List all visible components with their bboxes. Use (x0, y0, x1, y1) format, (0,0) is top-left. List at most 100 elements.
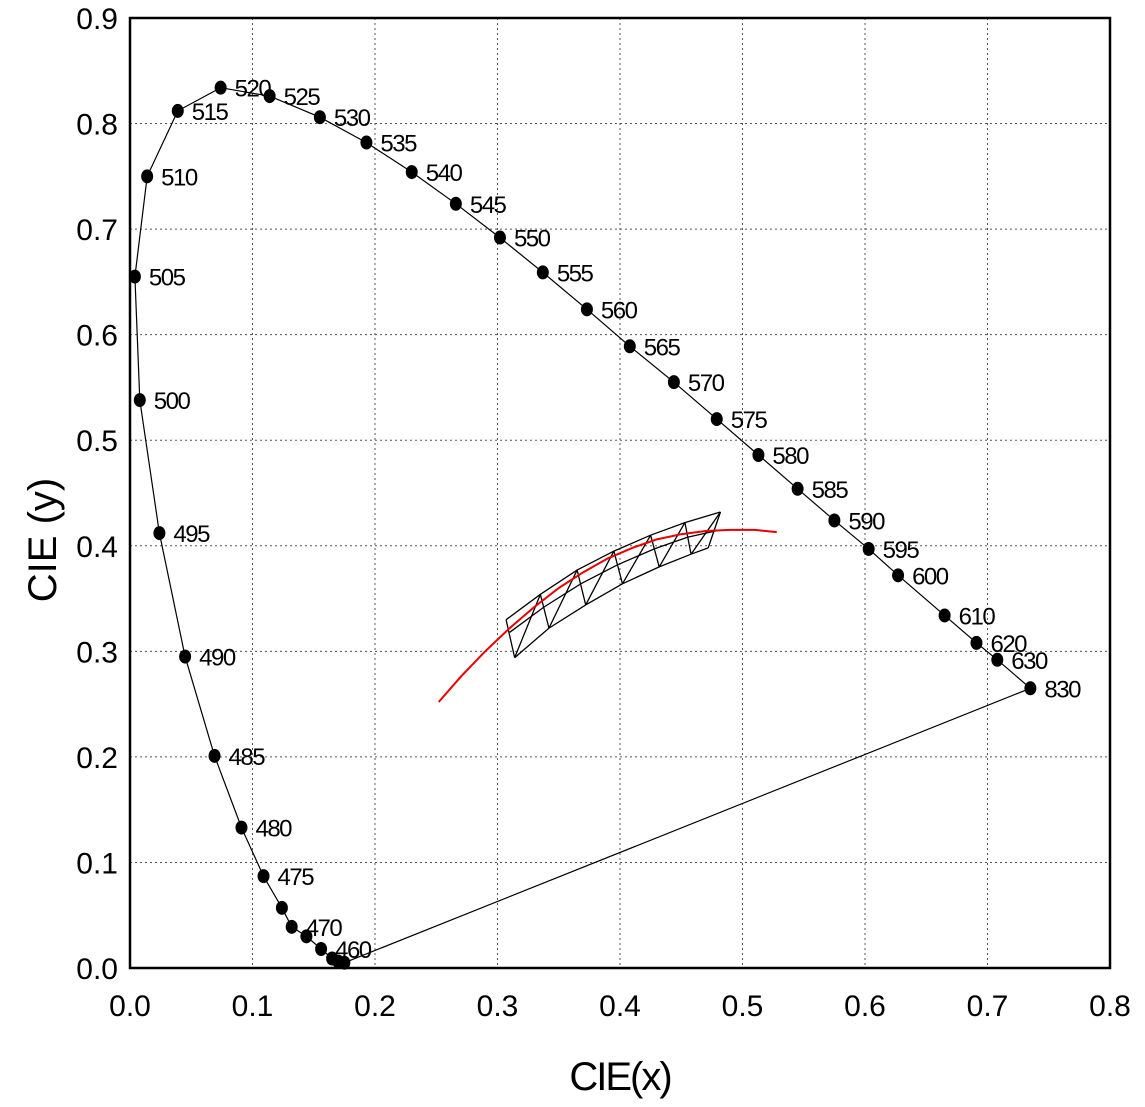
spectral-point (1024, 681, 1037, 696)
wavelength-label: 520 (235, 76, 272, 103)
wavelength-label: 490 (199, 645, 236, 672)
wavelength-label: 505 (149, 265, 186, 292)
spectral-point (938, 608, 951, 623)
mesh-rung (505, 619, 516, 658)
spectral-point (208, 748, 221, 763)
wavelength-label: 525 (284, 84, 321, 111)
y-tick-label: 0.3 (76, 636, 118, 669)
wavelength-label: 540 (426, 160, 463, 187)
wavelength-label: 600 (912, 563, 949, 590)
mesh-rung (684, 522, 692, 555)
spectral-point (405, 165, 418, 180)
wavelength-label: 530 (334, 105, 371, 132)
spectral-point (171, 103, 184, 118)
wavelength-label: 580 (772, 443, 809, 470)
x-tick-labels: 0.0 0.1 0.2 0.3 0.4 0.5 0.6 0.7 0.8 (109, 990, 1131, 1023)
spectral-point (141, 169, 154, 184)
spectral-point (752, 448, 765, 462)
wavelength-label: 460 (335, 937, 372, 964)
wavelength-label: 480 (255, 816, 292, 843)
y-tick-labels: 0.0 0.1 0.2 0.3 0.4 0.5 0.6 0.7 0.8 0.9 (76, 3, 118, 986)
spectral-point (263, 89, 276, 104)
spectral-point (580, 302, 593, 317)
mesh-diagonal (585, 550, 615, 606)
mesh-rung (613, 550, 624, 584)
spectral-point (710, 412, 723, 427)
mesh-group (505, 511, 722, 659)
wavelength-label: 485 (229, 744, 266, 771)
spectral-point (623, 339, 636, 354)
spectral-point (235, 820, 248, 835)
wavelength-label: 630 (1011, 648, 1048, 675)
x-tick-label: 0.0 (109, 990, 151, 1023)
x-tick-label: 0.6 (844, 990, 886, 1023)
y-tick-label: 0.9 (76, 3, 118, 36)
spectral-point (828, 513, 841, 528)
spectral-point (275, 900, 288, 915)
wavelength-label: 610 (959, 603, 996, 630)
x-tick-label: 0.3 (477, 990, 519, 1023)
spectral-point (315, 942, 328, 956)
wavelength-label: 535 (380, 131, 417, 158)
x-tick-label: 0.2 (354, 990, 396, 1023)
spectral-point (862, 541, 875, 556)
wavelength-label: 470 (306, 915, 343, 942)
y-tick-label: 0.1 (76, 847, 118, 880)
x-tick-label: 0.8 (1089, 990, 1131, 1023)
wavelength-label: 475 (278, 864, 315, 891)
y-tick-label: 0.0 (76, 953, 118, 986)
wavelength-label: 545 (470, 192, 507, 219)
spectral-point (313, 110, 326, 125)
spectral-point (667, 375, 680, 390)
mesh-diagonal (658, 522, 686, 568)
x-tick-label: 0.1 (232, 990, 274, 1023)
y-tick-label: 0.6 (76, 320, 118, 353)
spectral-point (285, 919, 298, 934)
y-tick-label: 0.7 (76, 214, 118, 247)
spectral-points (128, 80, 1037, 970)
spectral-point (892, 568, 905, 583)
y-tick-label: 0.4 (76, 531, 118, 564)
wavelength-label: 515 (192, 99, 229, 126)
spectral-point (791, 481, 804, 496)
wavelength-label: 550 (514, 226, 551, 253)
y-tick-label: 0.8 (76, 109, 118, 142)
x-tick-label: 0.4 (599, 990, 641, 1023)
spectral-point (360, 135, 373, 150)
spectral-point (257, 869, 270, 884)
spectral-point (133, 393, 146, 408)
wavelength-label: 500 (154, 388, 191, 415)
wavelength-label: 570 (688, 370, 725, 397)
wavelength-label: 495 (173, 521, 210, 548)
mesh-diagonal (690, 511, 721, 555)
y-tick-label: 0.5 (76, 425, 118, 458)
grid-lines (130, 18, 1110, 968)
spectral-point (326, 951, 339, 966)
x-tick-label: 0.7 (967, 990, 1009, 1023)
wavelength-label: 595 (883, 537, 920, 564)
wavelength-label: 510 (161, 164, 198, 191)
plot-frame (128, 16, 1112, 970)
wavelength-label: 620 (990, 631, 1027, 658)
spectral-point (970, 635, 983, 650)
wavelength-label: 590 (848, 508, 885, 535)
wavelength-label: 555 (557, 260, 594, 287)
planckian-locus-curve (437, 528, 777, 703)
spectral-point (536, 265, 549, 280)
wavelength-label: 575 (731, 407, 768, 434)
wavelength-label: 830 (1044, 676, 1081, 703)
spectral-point (153, 526, 166, 541)
x-tick-label: 0.5 (722, 990, 764, 1023)
spectral-point (991, 652, 1004, 667)
wavelength-label: 565 (644, 334, 681, 361)
spectral-point (449, 196, 462, 211)
spectral-point (128, 269, 141, 284)
wavelength-label: 585 (812, 477, 849, 504)
wavelength-label: 560 (601, 297, 638, 324)
x-axis-title: CIE(x) (569, 1055, 670, 1099)
spectral-point (300, 929, 313, 944)
spectral-point (214, 80, 227, 95)
spectral-point (179, 649, 192, 664)
